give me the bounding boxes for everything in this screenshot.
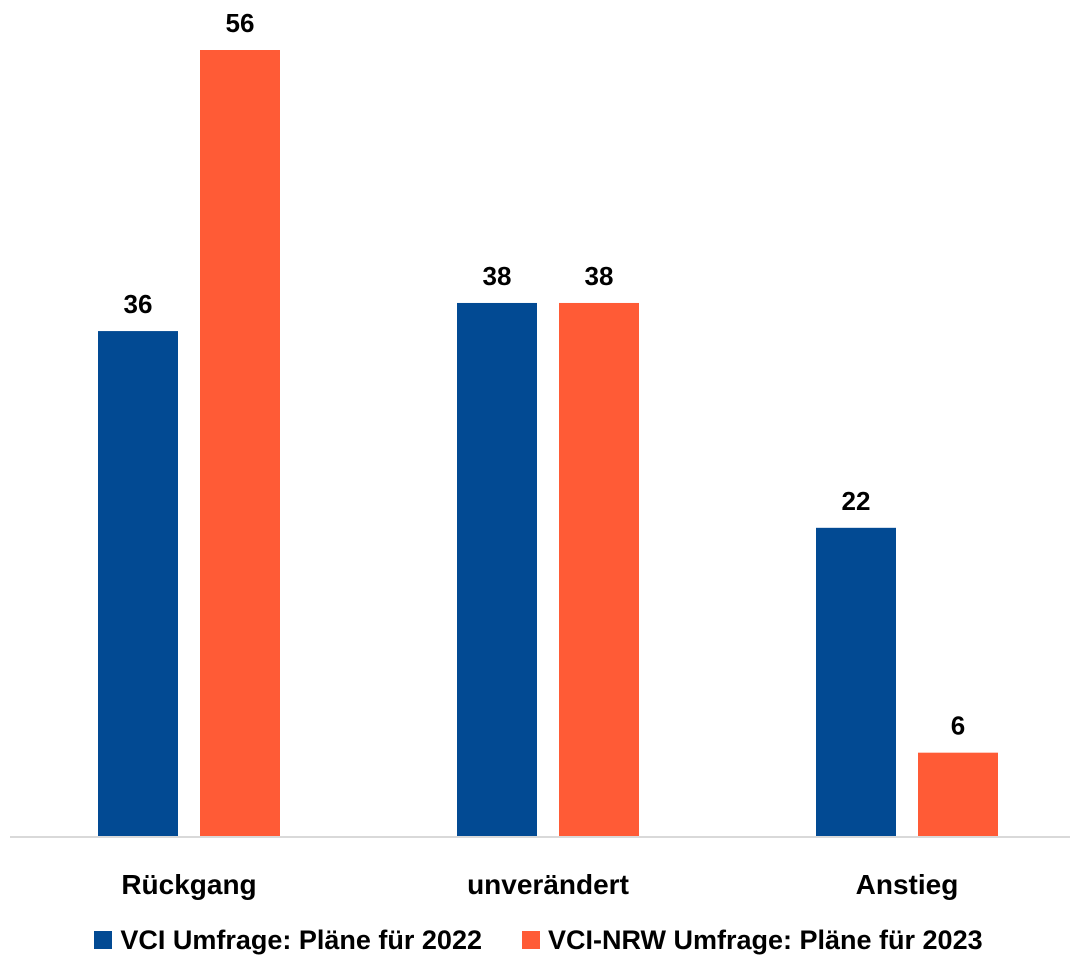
legend-label-series-2: VCI-NRW Umfrage: Pläne für 2023 — [548, 924, 983, 955]
data-label-series-2-3: 6 — [951, 711, 965, 741]
legend-item-series-2: VCI-NRW Umfrage: Pläne für 2023 — [522, 925, 983, 956]
bar-series-2-1 — [200, 50, 280, 837]
category-label-1: Rückgang — [121, 869, 256, 900]
bar-series-1-3 — [816, 527, 896, 837]
data-label-series-1-2: 38 — [483, 261, 512, 291]
category-label-2: unverändert — [467, 869, 629, 900]
legend-item-series-1: VCI Umfrage: Pläne für 2022 — [94, 925, 482, 956]
legend-swatch-series-1 — [94, 931, 113, 949]
bar-series-1-1 — [98, 331, 178, 837]
bar-chart-plot: 36 38 22 56 38 6 Rückgang unverändert Anstieg — [10, 8, 1070, 900]
bar-series-2-2 — [559, 302, 639, 837]
data-label-series-1-1: 36 — [124, 289, 153, 319]
bars-layer — [98, 50, 998, 837]
data-label-series-2-1: 56 — [226, 8, 255, 38]
legend-label-series-1: VCI Umfrage: Pläne für 2022 — [120, 924, 482, 955]
bar-series-2-3 — [918, 752, 998, 837]
data-label-series-2-2: 38 — [585, 261, 614, 291]
legend-swatch-series-2 — [522, 931, 540, 949]
data-label-series-1-3: 22 — [842, 486, 871, 516]
bar-series-1-2 — [457, 302, 537, 837]
legend: VCI Umfrage: Pläne für 2022 VCI-NRW Umfr… — [0, 920, 1077, 960]
category-label-3: Anstieg — [856, 869, 959, 900]
labels-layer: 36 38 22 56 38 6 Rückgang unverändert Anstieg — [121, 8, 965, 900]
